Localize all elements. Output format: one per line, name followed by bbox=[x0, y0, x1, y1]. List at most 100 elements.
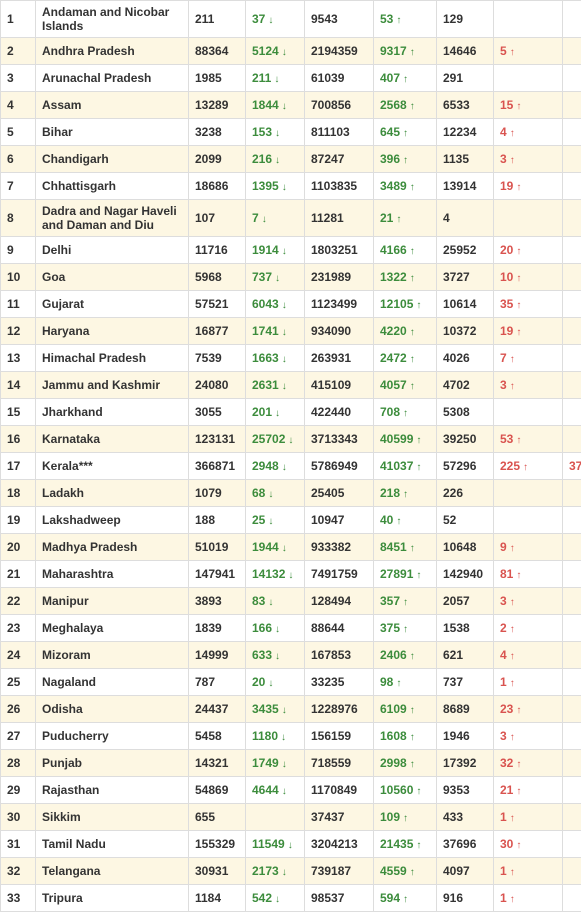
col-cured-change: 9317 bbox=[374, 38, 437, 65]
table-row[interactable]: 13Himachal Pradesh7539166326393124724026… bbox=[1, 345, 581, 372]
row-index: 13 bbox=[1, 345, 36, 372]
col-extra1 bbox=[563, 426, 581, 453]
table-row[interactable]: 31Tamil Nadu1553291154932042132143537696… bbox=[1, 831, 581, 858]
arrow-down-icon bbox=[282, 759, 287, 770]
table-row[interactable]: 2Andhra Pradesh8836451242194359931714646… bbox=[1, 38, 581, 65]
col-active-change: 20 bbox=[246, 669, 305, 696]
table-row[interactable]: 32Telangana3093121737391874559409711 bbox=[1, 858, 581, 885]
state-name: Tamil Nadu bbox=[36, 831, 189, 858]
table-row[interactable]: 14Jammu and Kashmir240802631415109405747… bbox=[1, 372, 581, 399]
table-row[interactable]: 22Manipur389383128494357205733 bbox=[1, 588, 581, 615]
arrow-down-icon bbox=[288, 840, 293, 851]
table-row[interactable]: 24Mizoram14999633167853240662144 bbox=[1, 642, 581, 669]
col-cured-change: 2568 bbox=[374, 92, 437, 119]
row-index: 26 bbox=[1, 696, 36, 723]
table-row[interactable]: 3Arunachal Pradesh198521161039407291 bbox=[1, 65, 581, 92]
state-name: Rajasthan bbox=[36, 777, 189, 804]
col-cured-change: 4166 bbox=[374, 237, 437, 264]
col-cured-change: 1608 bbox=[374, 723, 437, 750]
col-cured: 1803251 bbox=[305, 237, 374, 264]
row-index: 1 bbox=[1, 1, 36, 38]
table-row[interactable]: 6Chandigarh209921687247396113533 bbox=[1, 146, 581, 173]
col-active-change: 1944 bbox=[246, 534, 305, 561]
table-row[interactable]: 15Jharkhand30552014224407085308 bbox=[1, 399, 581, 426]
table-row[interactable]: 10Goa5968737231989132237271010 bbox=[1, 264, 581, 291]
table-row[interactable]: 25Nagaland78720332359873711 bbox=[1, 669, 581, 696]
table-row[interactable]: 29Rajasthan54869464411708491056093532121 bbox=[1, 777, 581, 804]
col-cured: 811103 bbox=[305, 119, 374, 146]
state-name: Dadra and Nagar Haveli and Daman and Diu bbox=[36, 200, 189, 237]
table-row[interactable]: 4Assam132891844700856256865331515 bbox=[1, 92, 581, 119]
col-active: 147941 bbox=[189, 561, 246, 588]
col-active-change: 153 bbox=[246, 119, 305, 146]
table-row[interactable]: 19Lakshadweep18825109474052 bbox=[1, 507, 581, 534]
arrow-up-icon bbox=[510, 381, 515, 392]
col-deaths-change bbox=[494, 507, 563, 534]
table-row[interactable]: 9Delhi11716191418032514166259522020 bbox=[1, 237, 581, 264]
table-row[interactable]: 27Puducherry545811801561591608194633 bbox=[1, 723, 581, 750]
row-index: 23 bbox=[1, 615, 36, 642]
col-active-change: 1914 bbox=[246, 237, 305, 264]
col-deaths: 1538 bbox=[437, 615, 494, 642]
table-row[interactable]: 21Maharashtra147941141327491759278911429… bbox=[1, 561, 581, 588]
table-row[interactable]: 26Odisha2443734351228976610986892323 bbox=[1, 696, 581, 723]
col-deaths-change bbox=[494, 480, 563, 507]
table-row[interactable]: 12Haryana1687717419340904220103721919 bbox=[1, 318, 581, 345]
col-deaths: 52 bbox=[437, 507, 494, 534]
arrow-up-icon bbox=[516, 273, 521, 284]
table-row[interactable]: 33Tripura11845429853759491611 bbox=[1, 885, 581, 912]
arrow-up-icon bbox=[510, 867, 515, 878]
col-cured: 739187 bbox=[305, 858, 374, 885]
col-deaths-change: 5 bbox=[494, 38, 563, 65]
col-extra1 bbox=[563, 92, 581, 119]
table-row[interactable]: 30Sikkim6553743710943311 bbox=[1, 804, 581, 831]
table-row[interactable]: 8Dadra and Nagar Haveli and Daman and Di… bbox=[1, 200, 581, 237]
col-deaths-change bbox=[494, 399, 563, 426]
col-active: 1079 bbox=[189, 480, 246, 507]
row-index: 2 bbox=[1, 38, 36, 65]
col-active-change: 1395 bbox=[246, 173, 305, 200]
col-cured-change: 2472 bbox=[374, 345, 437, 372]
state-name: Lakshadweep bbox=[36, 507, 189, 534]
col-active: 107 bbox=[189, 200, 246, 237]
table-row[interactable]: 18Ladakh10796825405218226 bbox=[1, 480, 581, 507]
col-deaths-change: 225 bbox=[494, 453, 563, 480]
col-cured-change: 109 bbox=[374, 804, 437, 831]
col-active-change: 216 bbox=[246, 146, 305, 173]
row-index: 19 bbox=[1, 507, 36, 534]
col-cured: 415109 bbox=[305, 372, 374, 399]
col-active: 7539 bbox=[189, 345, 246, 372]
col-active: 366871 bbox=[189, 453, 246, 480]
table-row[interactable]: 7Chhattisgarh186861395110383534891391419… bbox=[1, 173, 581, 200]
col-deaths: 9353 bbox=[437, 777, 494, 804]
table-row[interactable]: 23Meghalaya183916688644375153822 bbox=[1, 615, 581, 642]
arrow-up-icon bbox=[510, 543, 515, 554]
row-index: 20 bbox=[1, 534, 36, 561]
table-row[interactable]: 28Punjab1432117497185592998173923232 bbox=[1, 750, 581, 777]
col-extra1 bbox=[563, 804, 581, 831]
col-deaths: 621 bbox=[437, 642, 494, 669]
col-deaths-change: 3 bbox=[494, 372, 563, 399]
row-index: 9 bbox=[1, 237, 36, 264]
col-extra1 bbox=[563, 372, 581, 399]
col-deaths: 14646 bbox=[437, 38, 494, 65]
state-name: Punjab bbox=[36, 750, 189, 777]
col-cured-change: 21435 bbox=[374, 831, 437, 858]
table-row[interactable]: 17Kerala***36687129485786949410375729622… bbox=[1, 453, 581, 480]
col-cured-change: 645 bbox=[374, 119, 437, 146]
col-deaths-change: 2 bbox=[494, 615, 563, 642]
arrow-down-icon bbox=[282, 101, 287, 112]
table-row[interactable]: 20Madhya Pradesh510191944933382845110648… bbox=[1, 534, 581, 561]
col-cured: 718559 bbox=[305, 750, 374, 777]
table-row[interactable]: 1Andaman and Nicobar Islands211379543531… bbox=[1, 1, 581, 38]
arrow-up-icon bbox=[396, 678, 401, 689]
col-extra1 bbox=[563, 858, 581, 885]
col-extra1 bbox=[563, 1, 581, 38]
table-row[interactable]: 5Bihar32381538111036451223444 bbox=[1, 119, 581, 146]
table-row[interactable]: 11Gujarat575216043112349912105106143535 bbox=[1, 291, 581, 318]
table-row[interactable]: 16Karnataka12313125702371334340599392505… bbox=[1, 426, 581, 453]
state-name: Madhya Pradesh bbox=[36, 534, 189, 561]
col-deaths: 129 bbox=[437, 1, 494, 38]
col-deaths-change: 3 bbox=[494, 588, 563, 615]
state-name: Nagaland bbox=[36, 669, 189, 696]
